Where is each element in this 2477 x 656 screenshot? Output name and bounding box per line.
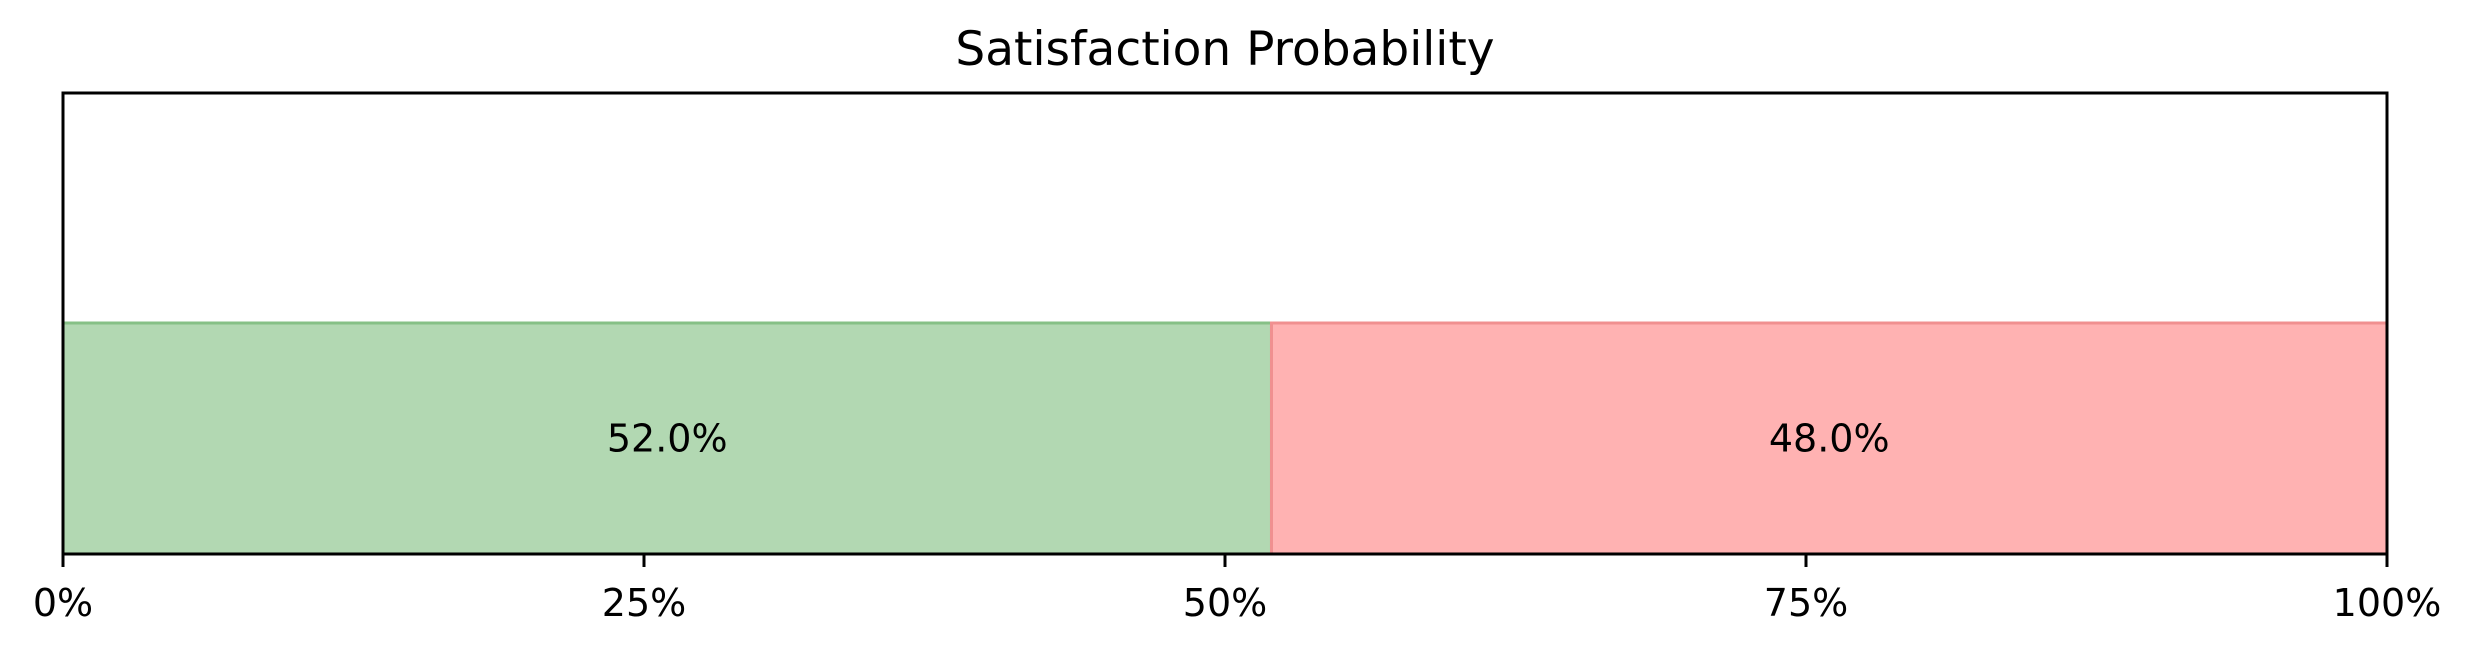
x-tick-label: 75% [1764, 581, 1848, 625]
bar-segments [61, 321, 2389, 556]
x-tick-label: 25% [602, 581, 686, 625]
x-axis-tick-labels: 0% 25% 50% 75% 100% [33, 581, 2441, 625]
x-tick-label: 100% [2333, 581, 2442, 625]
bar-value-label-1: 52.0% [607, 417, 728, 461]
bar-labels: 52.0% 48.0% [607, 417, 1890, 461]
bar-value-label-2: 48.0% [1769, 417, 1890, 461]
bar-segment-2 [1269, 321, 2389, 556]
x-axis-ticks [61, 554, 2389, 567]
x-tick-label: 0% [33, 581, 93, 625]
x-tick-label: 50% [1183, 581, 1267, 625]
chart-title: Satisfaction Probability [955, 22, 1494, 77]
bar-segment-1 [61, 321, 1273, 556]
